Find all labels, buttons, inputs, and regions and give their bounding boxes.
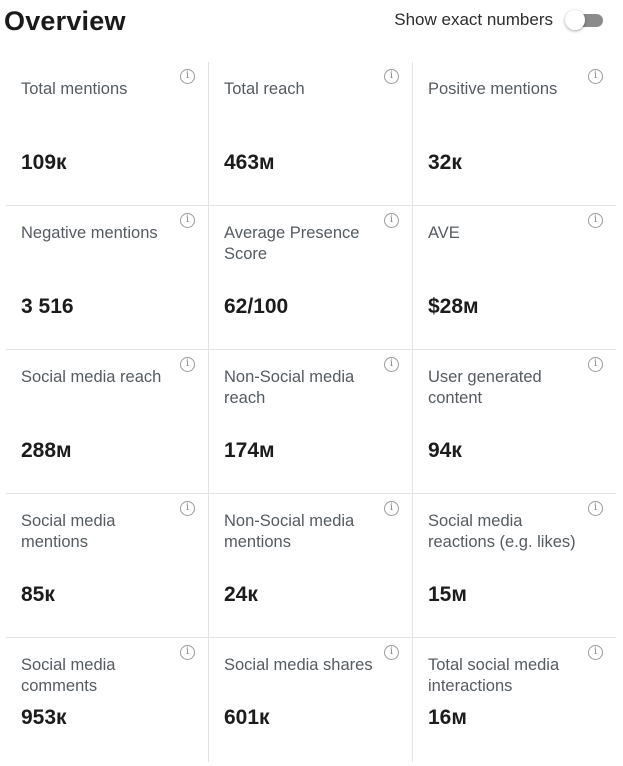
overview-header: Overview Show exact numbers	[0, 0, 623, 50]
metric-value: 288м	[21, 439, 72, 462]
metric-card: Non-Social media mentions 24к i	[209, 494, 413, 638]
toggle-knob	[565, 10, 585, 30]
metric-card: Non-Social media reach 174м i	[209, 350, 413, 494]
metric-value: 109к	[21, 151, 67, 174]
metric-label: Total mentions	[21, 80, 128, 98]
info-icon[interactable]: i	[180, 213, 195, 228]
metrics-grid: Total mentions 109к i Total reach 463м i…	[6, 62, 616, 762]
metric-label: Non-Social media reach	[224, 368, 355, 407]
metric-label: Positive mentions	[428, 80, 558, 98]
metric-label: Average Presence Score	[224, 224, 360, 263]
metric-value: 94к	[428, 439, 462, 462]
metric-value: 62/100	[224, 295, 289, 318]
metric-value: 32к	[428, 151, 462, 174]
info-icon[interactable]: i	[180, 69, 195, 84]
metric-label: Social media reactions (e.g. likes)	[428, 512, 576, 551]
metric-card: Social media reach 288м i	[6, 350, 209, 494]
metric-card: Negative mentions 3 516 i	[6, 206, 209, 350]
info-icon[interactable]: i	[588, 501, 603, 516]
metric-value: 15м	[428, 583, 467, 606]
metric-value: 85к	[21, 583, 55, 606]
metric-label: Negative mentions	[21, 224, 158, 242]
info-icon[interactable]: i	[180, 645, 195, 660]
metric-label: Social media comments	[21, 656, 116, 695]
metric-card: Social media shares 601к i	[209, 638, 413, 762]
toggle-label: Show exact numbers	[394, 10, 553, 29]
metric-card: Social media comments 953к i	[6, 638, 209, 762]
metric-label: Total reach	[224, 80, 305, 98]
metric-label: Social media shares	[224, 656, 373, 674]
info-icon[interactable]: i	[384, 501, 399, 516]
info-icon[interactable]: i	[180, 357, 195, 372]
info-icon[interactable]: i	[588, 357, 603, 372]
info-icon[interactable]: i	[588, 69, 603, 84]
metric-label: Total social media interactions	[428, 656, 560, 695]
metric-card: User generated content 94к i	[413, 350, 616, 494]
info-icon[interactable]: i	[384, 357, 399, 372]
metric-card: Positive mentions 32к i	[413, 62, 616, 206]
info-icon[interactable]: i	[384, 213, 399, 228]
metric-card: Average Presence Score 62/100 i	[209, 206, 413, 350]
info-icon[interactable]: i	[180, 501, 195, 516]
metric-value: 463м	[224, 151, 275, 174]
metric-value: 601к	[224, 706, 270, 729]
metric-value: 953к	[21, 706, 67, 729]
metric-label: Social media reach	[21, 368, 162, 386]
metric-value: 24к	[224, 583, 258, 606]
exact-numbers-toggle-group: Show exact numbers	[394, 10, 605, 30]
metric-value: 174м	[224, 439, 275, 462]
info-icon[interactable]: i	[588, 213, 603, 228]
metric-card: AVE $28м i	[413, 206, 616, 350]
info-icon[interactable]: i	[384, 69, 399, 84]
exact-numbers-toggle[interactable]	[565, 10, 605, 30]
page-title: Overview	[4, 6, 126, 36]
metric-label: AVE	[428, 224, 460, 242]
metric-label: User generated content	[428, 368, 542, 407]
metric-card: Total mentions 109к i	[6, 62, 209, 206]
info-icon[interactable]: i	[588, 645, 603, 660]
metric-value: 16м	[428, 706, 467, 729]
metric-value: 3 516	[21, 295, 74, 318]
metric-card: Total social media interactions 16м i	[413, 638, 616, 762]
metric-label: Social media mentions	[21, 512, 116, 551]
metric-value: $28м	[428, 295, 479, 318]
metric-label: Non-Social media mentions	[224, 512, 355, 551]
info-icon[interactable]: i	[384, 645, 399, 660]
metric-card: Social media reactions (e.g. likes) 15м …	[413, 494, 616, 638]
metric-card: Total reach 463м i	[209, 62, 413, 206]
metric-card: Social media mentions 85к i	[6, 494, 209, 638]
